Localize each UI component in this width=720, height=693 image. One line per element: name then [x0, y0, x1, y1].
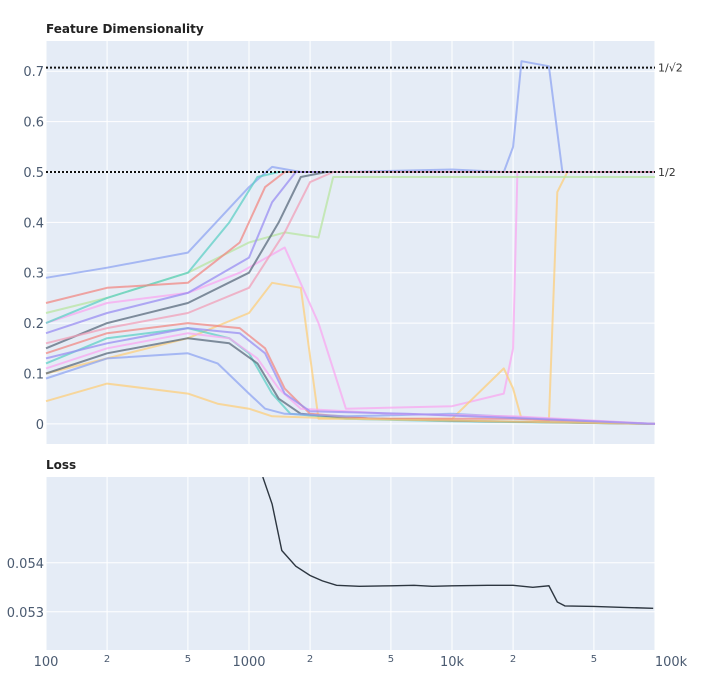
- loss-grid: [45, 477, 656, 650]
- x-minor-tick-label: 2: [104, 654, 110, 665]
- feature-series-line: [45, 171, 655, 345]
- y-tick-label: 0.4: [23, 216, 44, 231]
- y-tick-label: 0.1: [23, 367, 44, 382]
- y-tick-label: 0.054: [7, 557, 44, 572]
- x-minor-tick-label: 5: [388, 654, 394, 665]
- x-minor-tick-label: 2: [307, 654, 313, 665]
- reference-lines: 1/√2 1/2: [46, 62, 683, 179]
- feature-series-line: [45, 327, 656, 425]
- feature-dimensionality-y-axis: 0 0.1 0.2 0.3 0.4 0.5 0.6 0.7: [23, 65, 44, 433]
- y-tick-label: 0.3: [23, 267, 44, 282]
- y-tick-label: 0.5: [23, 166, 44, 181]
- x-tick-label: 100: [34, 655, 59, 670]
- x-axis: 100 1000 10k 100k 2 5 2 5 2 5: [34, 654, 688, 670]
- reference-line-label: 1/√2: [658, 62, 683, 75]
- loss-title: Loss: [46, 458, 76, 472]
- feature-dimensionality-title: Feature Dimensionality: [46, 22, 204, 36]
- x-minor-tick-label: 2: [510, 654, 516, 665]
- feature-series-line: [45, 382, 656, 425]
- x-minor-tick-label: 5: [591, 654, 597, 665]
- y-tick-label: 0.6: [23, 116, 44, 131]
- loss-y-axis: 0.053 0.054: [7, 557, 44, 621]
- y-tick-label: 0: [36, 418, 44, 433]
- feature-series-line: [45, 60, 655, 279]
- x-tick-label: 100k: [655, 655, 688, 670]
- feature-series-line: [45, 322, 656, 425]
- y-tick-label: 0.7: [23, 65, 44, 80]
- feature-dimensionality-series: [45, 60, 656, 425]
- y-tick-label: 0.053: [7, 606, 44, 621]
- loss-plot-area: [46, 477, 655, 650]
- x-tick-label: 10k: [440, 655, 465, 670]
- feature-series-line: [45, 171, 655, 350]
- loss-series: [262, 477, 654, 609]
- loss-series-line: [262, 477, 654, 609]
- x-minor-tick-label: 5: [185, 654, 191, 665]
- feature-dimensionality-plot-area: [46, 41, 655, 444]
- x-tick-label: 1000: [232, 655, 265, 670]
- reference-line-label: 1/2: [658, 166, 676, 179]
- y-tick-label: 0.2: [23, 317, 44, 332]
